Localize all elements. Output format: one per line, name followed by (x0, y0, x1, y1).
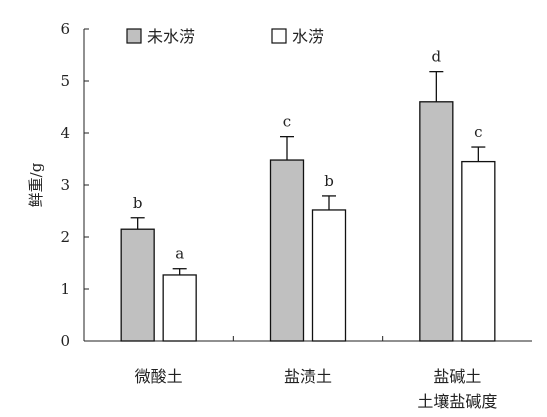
axes: 0 1 2 3 4 5 6 (60, 20, 532, 350)
y-tick-label: 5 (60, 72, 70, 90)
significance-letters: b a c b d c (133, 48, 483, 263)
bar (269, 159, 305, 342)
bar (120, 228, 155, 342)
significance-letter: c (474, 123, 482, 141)
y-tick-label: 3 (60, 176, 70, 194)
x-ticks (232, 336, 384, 341)
legend-swatch (126, 28, 142, 44)
legend-swatch (271, 28, 287, 44)
category-labels: 微酸土 盐渍土 盐碱土 (135, 367, 482, 386)
legend-label: 未水涝 (147, 27, 195, 46)
bar (419, 101, 454, 342)
significance-letter: b (324, 172, 334, 190)
category-label: 微酸土 (135, 367, 183, 386)
category-label: 盐碱土 (433, 367, 481, 386)
bars (120, 101, 496, 342)
error-bars (130, 70, 486, 275)
y-axis-title: 鲜重/g (27, 162, 45, 207)
significance-letter: c (283, 113, 291, 131)
category-label: 盐渍土 (284, 367, 332, 386)
legend: 未水涝 水涝 (126, 27, 324, 46)
significance-letter: b (133, 194, 143, 212)
bar (162, 274, 197, 342)
significance-letter: a (175, 245, 184, 263)
y-tick-label: 0 (60, 332, 70, 350)
significance-letter: d (432, 48, 442, 66)
y-tick-label: 2 (60, 228, 70, 246)
y-tick-label: 4 (60, 124, 70, 142)
legend-label: 水涝 (292, 27, 324, 46)
bar (461, 160, 496, 342)
y-tick-label: 1 (60, 280, 70, 298)
y-ticks: 0 1 2 3 4 5 6 (60, 20, 89, 350)
x-axis-title: 土壤盐碱度 (417, 392, 497, 411)
bar (311, 209, 347, 342)
y-tick-label: 6 (60, 20, 70, 38)
